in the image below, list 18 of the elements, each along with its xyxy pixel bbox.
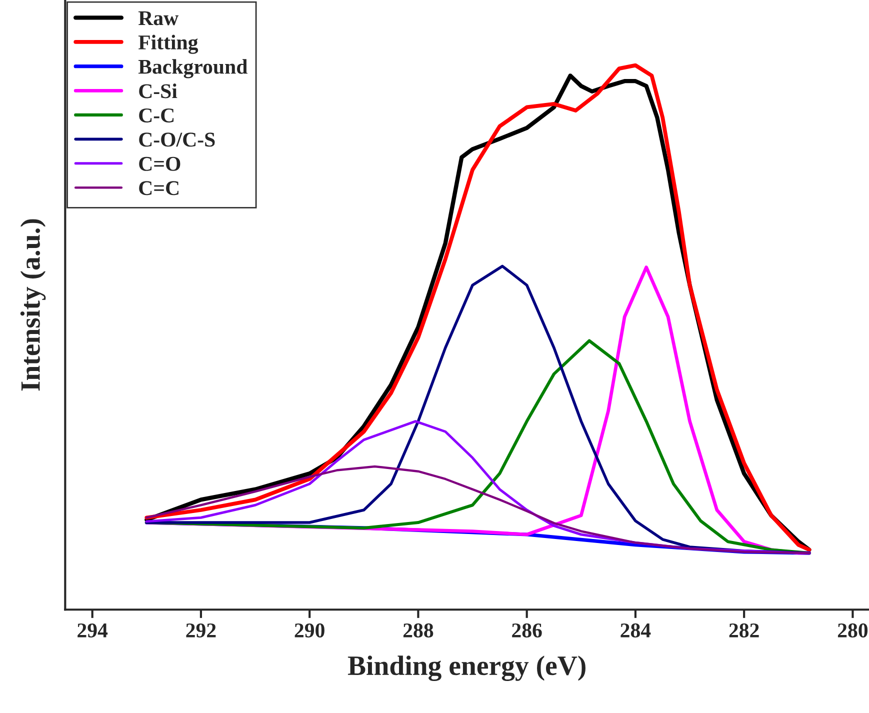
x-tick-label: 292 (186, 623, 216, 638)
y-axis-title: Intensity (a.u.) (20, 219, 46, 391)
legend-label: C=C (139, 181, 178, 196)
legend-label: C-Si (139, 84, 178, 98)
x-tick-label: 288 (403, 623, 434, 638)
legend-label: C=O (139, 156, 180, 171)
x-axis-title: Binding energy (eV) (348, 656, 586, 681)
x-tick-label: 284 (620, 623, 651, 638)
x-tick-label: 282 (729, 623, 759, 638)
legend-label: Fitting (138, 34, 198, 54)
x-tick-label: 290 (294, 623, 324, 638)
x-tick-label: 294 (78, 623, 108, 638)
legend-label: C-C (139, 108, 174, 122)
legend-label: C-O/C-S (139, 132, 215, 147)
x-tick-label: 286 (512, 623, 542, 638)
x-tick-label: 280 (838, 623, 868, 638)
legend-label: Background (138, 59, 248, 78)
legend-label: Raw (138, 11, 178, 26)
